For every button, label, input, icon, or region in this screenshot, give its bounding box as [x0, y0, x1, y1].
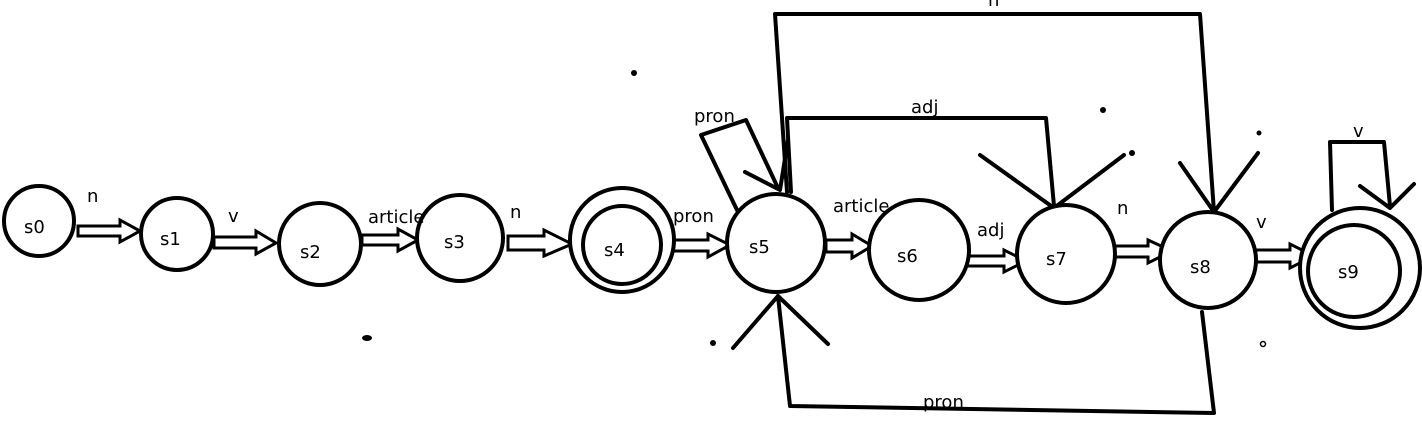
- edge-s8-s5-bottom-line: [776, 294, 1216, 415]
- state-s4: s4: [568, 186, 676, 294]
- arrow-s6-s7: [961, 247, 1030, 275]
- state-s0: s0: [2, 184, 76, 258]
- edge-label-s5-s6: article: [833, 196, 889, 217]
- edge-label-s5-s7: adj: [911, 97, 938, 118]
- arrow-s0-s1: [76, 217, 144, 245]
- edge-s5-s7-top-line: [785, 116, 1056, 208]
- arrowhead-s5-in-bottom: [731, 294, 830, 350]
- arrow-s4-s5: [670, 231, 734, 260]
- edge-label-s9-self: v: [1353, 121, 1364, 142]
- state-s1: s1: [139, 196, 215, 272]
- edge-s9-self-loop: [1328, 140, 1392, 212]
- arrowhead-s8-in: [1178, 151, 1260, 214]
- edge-s5-s8-top-line: [773, 12, 1216, 214]
- edge-label-s3-s4: n: [510, 202, 521, 223]
- state-s3: s3: [415, 193, 505, 283]
- state-s5: s5: [725, 192, 827, 294]
- state-label: s7: [1046, 249, 1067, 270]
- edge-label-s6-s7: adj: [977, 220, 1004, 241]
- edge-label-s1-s2: v: [228, 206, 239, 227]
- edge-s5-self-loop: [699, 118, 780, 212]
- edge-label-s4-s5: pron: [673, 206, 714, 227]
- edge-label-s7-s8: n: [1117, 198, 1128, 219]
- arrow-s2-s3: [360, 226, 422, 254]
- state-label: s8: [1190, 257, 1211, 278]
- edge-label-s8-s5: pron: [923, 392, 964, 413]
- state-s8: s8: [1158, 210, 1258, 310]
- state-label: s2: [300, 242, 321, 263]
- stray-dots: [362, 70, 1267, 348]
- edge-label-s5-self: pron: [694, 106, 735, 127]
- arrow-s5-s6: [824, 231, 875, 261]
- arrow-s3-s4: [506, 227, 576, 259]
- arrow-s1-s2: [212, 228, 280, 257]
- state-s2: s2: [277, 201, 363, 287]
- state-label: s6: [897, 246, 918, 267]
- arrowhead-s9-self: [1358, 182, 1416, 210]
- state-label: s0: [24, 217, 45, 238]
- edge-label-s2-s3: article: [368, 207, 424, 228]
- block-arrows: [76, 217, 1318, 275]
- edge-label-s0-s1: n: [87, 186, 98, 207]
- state-label: s5: [749, 237, 770, 258]
- state-label: s1: [160, 229, 181, 250]
- state-s6: s6: [867, 198, 971, 302]
- state-label: s4: [604, 240, 625, 261]
- arrowhead-s5-self: [743, 138, 790, 192]
- state-label: s3: [444, 232, 465, 253]
- state-s7: s7: [1015, 203, 1117, 305]
- state-s9: s9: [1298, 206, 1422, 330]
- state-label: s9: [1338, 262, 1359, 283]
- edge-label-s5-s8: n: [988, 0, 999, 11]
- edge-label-s8-s9: v: [1256, 212, 1267, 233]
